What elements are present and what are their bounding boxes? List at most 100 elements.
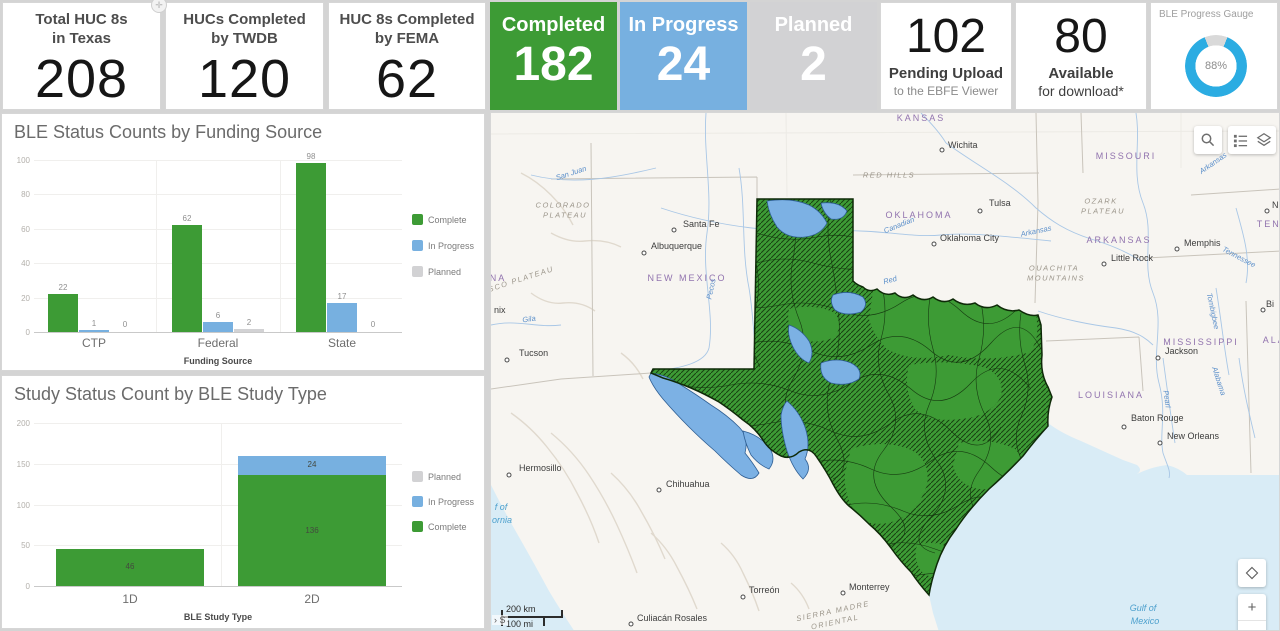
x-axis-title: Funding Source bbox=[183, 356, 253, 366]
layers-icon[interactable] bbox=[1256, 132, 1272, 148]
search-icon bbox=[1201, 133, 1215, 147]
category-separator bbox=[280, 160, 281, 332]
legend-item-complete[interactable]: Complete bbox=[412, 214, 467, 225]
bar-in-progress-ctp[interactable] bbox=[78, 330, 109, 332]
basemap bbox=[491, 113, 1279, 630]
legend-label: Complete bbox=[428, 214, 467, 225]
x-axis-category: 1D bbox=[122, 592, 138, 606]
gridline bbox=[34, 332, 402, 333]
stat-value: 208 bbox=[34, 48, 129, 109]
segment-value-label: 136 bbox=[305, 525, 319, 535]
bar-value-label: 62 bbox=[182, 214, 192, 224]
legend-item-in-progress[interactable]: In Progress bbox=[412, 496, 474, 507]
gridline bbox=[34, 297, 402, 299]
status-card-in-progress: In Progress 24 bbox=[620, 2, 747, 110]
bar-value-label: 98 bbox=[306, 152, 316, 162]
bar-value-label: 17 bbox=[337, 291, 347, 301]
bar-in-progress-2d[interactable] bbox=[238, 455, 386, 476]
city-marker bbox=[506, 472, 512, 478]
legend-icon[interactable] bbox=[1233, 133, 1248, 148]
chart-title: BLE Status Counts by Funding Source bbox=[14, 122, 323, 142]
scale-km: 200 km bbox=[506, 604, 536, 614]
gridline bbox=[34, 228, 402, 230]
map-panel[interactable]: KANSASMISSOURIOKLAHOMAARKANSASTENNNEW ME… bbox=[490, 112, 1280, 631]
stat-sublabel: to the EBFE Viewer bbox=[893, 84, 999, 98]
gridline bbox=[34, 504, 402, 506]
stat-label: Pending Upload bbox=[888, 65, 1004, 82]
bar-value-label: 2 bbox=[246, 317, 252, 327]
stat-sublabel: for download* bbox=[1038, 83, 1124, 99]
legend-chip bbox=[412, 266, 423, 277]
gridline bbox=[34, 545, 402, 547]
zoom-out-button[interactable]: − bbox=[1238, 620, 1266, 630]
progress-donut bbox=[1185, 35, 1247, 97]
y-axis-tick: 80 bbox=[21, 190, 30, 200]
drag-handle-icon[interactable]: ✛ bbox=[151, 0, 167, 13]
x-axis-category: 2D bbox=[304, 592, 320, 606]
rivers bbox=[491, 113, 1256, 479]
texas-outline bbox=[649, 198, 1053, 597]
stat-card-available: 80 Available for download* bbox=[1015, 2, 1147, 110]
legend-item-planned[interactable]: Planned bbox=[412, 266, 461, 277]
bar-complete-ctp[interactable] bbox=[47, 294, 78, 332]
legend-label: In Progress bbox=[428, 496, 475, 507]
gridline bbox=[34, 263, 402, 265]
status-label: In Progress bbox=[628, 14, 739, 36]
in-progress-hucs bbox=[648, 199, 866, 480]
legend-label: Planned bbox=[428, 471, 462, 482]
city-marker bbox=[504, 357, 510, 363]
gauge-percent: 88% bbox=[1204, 60, 1228, 72]
home-extent-button[interactable] bbox=[1238, 559, 1266, 587]
stat-card-twdb: HUCs Completed by TWDB 120 bbox=[165, 2, 324, 110]
status-value: 2 bbox=[800, 38, 827, 91]
city-marker bbox=[1260, 307, 1266, 313]
attribution-toggle[interactable]: › S bbox=[492, 615, 508, 625]
city-marker bbox=[740, 594, 746, 600]
y-axis-tick: 40 bbox=[21, 259, 30, 269]
legend-label: In Progress bbox=[428, 240, 475, 251]
city-marker bbox=[840, 590, 846, 596]
bar-complete-state[interactable] bbox=[295, 163, 326, 332]
legend-item-complete[interactable]: Complete bbox=[412, 521, 467, 532]
gridline bbox=[34, 423, 402, 424]
stat-label: Available bbox=[1048, 65, 1114, 82]
y-axis-tick: 60 bbox=[21, 224, 30, 234]
y-axis-tick: 200 bbox=[16, 419, 30, 428]
legend-label: Complete bbox=[428, 521, 467, 532]
terrain-shading bbox=[510, 172, 810, 612]
legend-item-planned[interactable]: Planned bbox=[412, 471, 461, 482]
scale-mi: 100 mi bbox=[506, 619, 534, 629]
stat-card-pending-upload: 102 Pending Upload to the EBFE Viewer bbox=[880, 2, 1012, 110]
bar-value-label: 0 bbox=[122, 320, 128, 329]
bar-planned-federal[interactable] bbox=[233, 328, 264, 332]
zoom-in-button[interactable]: + bbox=[1247, 598, 1257, 616]
y-axis-tick: 50 bbox=[21, 541, 30, 551]
gridline bbox=[34, 160, 402, 161]
bar-value-label: 6 bbox=[215, 310, 221, 320]
legend-chip bbox=[412, 521, 423, 532]
bar-complete-1d[interactable] bbox=[56, 548, 204, 586]
gauge-card: BLE Progress Gauge 88% bbox=[1150, 2, 1278, 110]
status-value: 24 bbox=[656, 38, 711, 91]
bar-in-progress-federal[interactable] bbox=[202, 321, 233, 332]
y-axis-tick: 100 bbox=[16, 500, 30, 510]
bar-in-progress-state[interactable] bbox=[326, 302, 357, 332]
legend-item-in-progress[interactable]: In Progress bbox=[412, 240, 474, 251]
y-axis-tick: 0 bbox=[25, 582, 30, 591]
chart-funding-source: BLE Status Counts by Funding Source 0 20 4… bbox=[1, 113, 485, 371]
bar-value-label: 1 bbox=[91, 319, 97, 329]
city-marker bbox=[628, 621, 634, 627]
stat-title: HUC 8s Completed bbox=[339, 11, 475, 28]
x-axis-category: Federal bbox=[197, 336, 239, 350]
stat-value: 102 bbox=[905, 10, 987, 63]
status-value: 182 bbox=[513, 38, 594, 91]
legend-label: Planned bbox=[428, 266, 462, 277]
bar-complete-federal[interactable] bbox=[171, 225, 202, 332]
city-marker bbox=[931, 241, 937, 247]
segment-value-label: 46 bbox=[125, 562, 135, 572]
map-search-button[interactable] bbox=[1194, 126, 1222, 154]
x-axis-category: CTP bbox=[82, 336, 106, 350]
status-label: Planned bbox=[774, 14, 853, 36]
bar-complete-2d[interactable] bbox=[238, 475, 386, 586]
x-axis-title: BLE Study Type bbox=[183, 612, 253, 622]
